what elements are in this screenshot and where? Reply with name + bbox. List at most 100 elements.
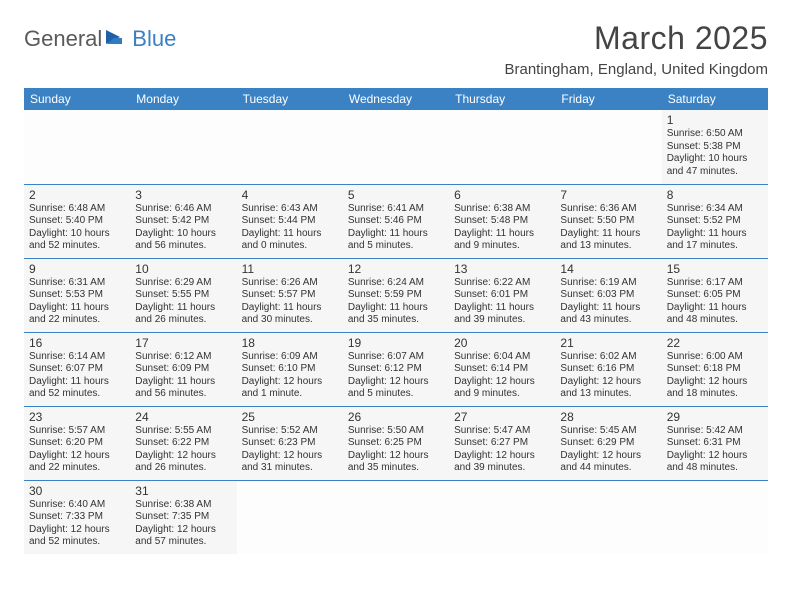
day-info: Sunrise: 6:09 AMSunset: 6:10 PMDaylight:…: [242, 351, 338, 401]
sunrise-text: Sunrise: 6:12 AM: [135, 351, 231, 364]
sunrise-text: Sunrise: 6:26 AM: [242, 277, 338, 290]
day-info: Sunrise: 5:45 AMSunset: 6:29 PMDaylight:…: [560, 425, 656, 475]
calendar-day-cell: 9Sunrise: 6:31 AMSunset: 5:53 PMDaylight…: [24, 258, 130, 332]
sunrise-text: Sunrise: 5:52 AM: [242, 425, 338, 438]
calendar-day-cell: 30Sunrise: 6:40 AMSunset: 7:33 PMDayligh…: [24, 480, 130, 554]
day-header: Friday: [555, 88, 661, 110]
calendar-day-cell: 10Sunrise: 6:29 AMSunset: 5:55 PMDayligh…: [130, 258, 236, 332]
calendar-day-cell: 3Sunrise: 6:46 AMSunset: 5:42 PMDaylight…: [130, 184, 236, 258]
month-title: March 2025: [505, 20, 769, 57]
day-info: Sunrise: 6:12 AMSunset: 6:09 PMDaylight:…: [135, 351, 231, 401]
day-number: 22: [667, 336, 763, 350]
daylight-text: Daylight: 12 hours and 57 minutes.: [135, 524, 231, 549]
calendar-empty-cell: [555, 480, 661, 554]
calendar-week-row: 30Sunrise: 6:40 AMSunset: 7:33 PMDayligh…: [24, 480, 768, 554]
sunset-text: Sunset: 7:33 PM: [29, 511, 125, 524]
daylight-text: Daylight: 12 hours and 22 minutes.: [29, 450, 125, 475]
day-number: 5: [348, 188, 444, 202]
sunrise-text: Sunrise: 6:19 AM: [560, 277, 656, 290]
day-number: 18: [242, 336, 338, 350]
day-info: Sunrise: 6:14 AMSunset: 6:07 PMDaylight:…: [29, 351, 125, 401]
calendar-empty-cell: [449, 110, 555, 184]
calendar-week-row: 1Sunrise: 6:50 AMSunset: 5:38 PMDaylight…: [24, 110, 768, 184]
sunset-text: Sunset: 6:18 PM: [667, 363, 763, 376]
day-info: Sunrise: 6:43 AMSunset: 5:44 PMDaylight:…: [242, 203, 338, 253]
daylight-text: Daylight: 10 hours and 52 minutes.: [29, 228, 125, 253]
calendar-day-cell: 12Sunrise: 6:24 AMSunset: 5:59 PMDayligh…: [343, 258, 449, 332]
calendar-day-cell: 29Sunrise: 5:42 AMSunset: 6:31 PMDayligh…: [662, 406, 768, 480]
calendar-page: General Blue March 2025 Brantingham, Eng…: [0, 0, 792, 574]
sunset-text: Sunset: 6:22 PM: [135, 437, 231, 450]
calendar-day-cell: 13Sunrise: 6:22 AMSunset: 6:01 PMDayligh…: [449, 258, 555, 332]
day-info: Sunrise: 6:29 AMSunset: 5:55 PMDaylight:…: [135, 277, 231, 327]
sunrise-text: Sunrise: 6:46 AM: [135, 203, 231, 216]
calendar-empty-cell: [662, 480, 768, 554]
sunrise-text: Sunrise: 6:41 AM: [348, 203, 444, 216]
day-info: Sunrise: 6:26 AMSunset: 5:57 PMDaylight:…: [242, 277, 338, 327]
header: General Blue March 2025 Brantingham, Eng…: [24, 20, 768, 78]
daylight-text: Daylight: 12 hours and 31 minutes.: [242, 450, 338, 475]
sunset-text: Sunset: 6:09 PM: [135, 363, 231, 376]
calendar-empty-cell: [343, 480, 449, 554]
daylight-text: Daylight: 12 hours and 9 minutes.: [454, 376, 550, 401]
daylight-text: Daylight: 12 hours and 18 minutes.: [667, 376, 763, 401]
daylight-text: Daylight: 11 hours and 0 minutes.: [242, 228, 338, 253]
calendar-day-cell: 24Sunrise: 5:55 AMSunset: 6:22 PMDayligh…: [130, 406, 236, 480]
sunset-text: Sunset: 5:42 PM: [135, 215, 231, 228]
day-info: Sunrise: 5:57 AMSunset: 6:20 PMDaylight:…: [29, 425, 125, 475]
calendar-empty-cell: [237, 110, 343, 184]
calendar-day-cell: 21Sunrise: 6:02 AMSunset: 6:16 PMDayligh…: [555, 332, 661, 406]
calendar-day-cell: 17Sunrise: 6:12 AMSunset: 6:09 PMDayligh…: [130, 332, 236, 406]
daylight-text: Daylight: 11 hours and 5 minutes.: [348, 228, 444, 253]
daylight-text: Daylight: 12 hours and 26 minutes.: [135, 450, 231, 475]
calendar-day-cell: 22Sunrise: 6:00 AMSunset: 6:18 PMDayligh…: [662, 332, 768, 406]
day-number: 21: [560, 336, 656, 350]
sunrise-text: Sunrise: 6:14 AM: [29, 351, 125, 364]
sunset-text: Sunset: 6:16 PM: [560, 363, 656, 376]
day-info: Sunrise: 6:07 AMSunset: 6:12 PMDaylight:…: [348, 351, 444, 401]
sunset-text: Sunset: 6:20 PM: [29, 437, 125, 450]
daylight-text: Daylight: 12 hours and 1 minute.: [242, 376, 338, 401]
calendar-day-cell: 6Sunrise: 6:38 AMSunset: 5:48 PMDaylight…: [449, 184, 555, 258]
sunset-text: Sunset: 6:07 PM: [29, 363, 125, 376]
day-number: 28: [560, 410, 656, 424]
sunrise-text: Sunrise: 6:50 AM: [667, 128, 763, 141]
daylight-text: Daylight: 12 hours and 52 minutes.: [29, 524, 125, 549]
daylight-text: Daylight: 12 hours and 35 minutes.: [348, 450, 444, 475]
calendar-empty-cell: [343, 110, 449, 184]
day-number: 20: [454, 336, 550, 350]
day-number: 7: [560, 188, 656, 202]
sunset-text: Sunset: 6:05 PM: [667, 289, 763, 302]
day-number: 16: [29, 336, 125, 350]
sunset-text: Sunset: 6:01 PM: [454, 289, 550, 302]
sunrise-text: Sunrise: 6:34 AM: [667, 203, 763, 216]
daylight-text: Daylight: 11 hours and 13 minutes.: [560, 228, 656, 253]
sunset-text: Sunset: 6:03 PM: [560, 289, 656, 302]
sunrise-text: Sunrise: 6:31 AM: [29, 277, 125, 290]
day-info: Sunrise: 6:17 AMSunset: 6:05 PMDaylight:…: [667, 277, 763, 327]
day-info: Sunrise: 6:41 AMSunset: 5:46 PMDaylight:…: [348, 203, 444, 253]
daylight-text: Daylight: 12 hours and 44 minutes.: [560, 450, 656, 475]
sunset-text: Sunset: 5:59 PM: [348, 289, 444, 302]
sunrise-text: Sunrise: 5:50 AM: [348, 425, 444, 438]
calendar-day-cell: 19Sunrise: 6:07 AMSunset: 6:12 PMDayligh…: [343, 332, 449, 406]
location-label: Brantingham, England, United Kingdom: [505, 61, 769, 78]
day-number: 6: [454, 188, 550, 202]
day-info: Sunrise: 5:52 AMSunset: 6:23 PMDaylight:…: [242, 425, 338, 475]
sunset-text: Sunset: 6:23 PM: [242, 437, 338, 450]
sunrise-text: Sunrise: 6:09 AM: [242, 351, 338, 364]
day-number: 4: [242, 188, 338, 202]
sunset-text: Sunset: 6:10 PM: [242, 363, 338, 376]
calendar-day-cell: 5Sunrise: 6:41 AMSunset: 5:46 PMDaylight…: [343, 184, 449, 258]
sunrise-text: Sunrise: 6:04 AM: [454, 351, 550, 364]
calendar-day-cell: 16Sunrise: 6:14 AMSunset: 6:07 PMDayligh…: [24, 332, 130, 406]
day-info: Sunrise: 6:22 AMSunset: 6:01 PMDaylight:…: [454, 277, 550, 327]
daylight-text: Daylight: 11 hours and 30 minutes.: [242, 302, 338, 327]
day-header: Wednesday: [343, 88, 449, 110]
sunset-text: Sunset: 5:55 PM: [135, 289, 231, 302]
day-number: 14: [560, 262, 656, 276]
daylight-text: Daylight: 10 hours and 47 minutes.: [667, 153, 763, 178]
day-number: 30: [29, 484, 125, 498]
sunset-text: Sunset: 7:35 PM: [135, 511, 231, 524]
calendar-day-cell: 25Sunrise: 5:52 AMSunset: 6:23 PMDayligh…: [237, 406, 343, 480]
